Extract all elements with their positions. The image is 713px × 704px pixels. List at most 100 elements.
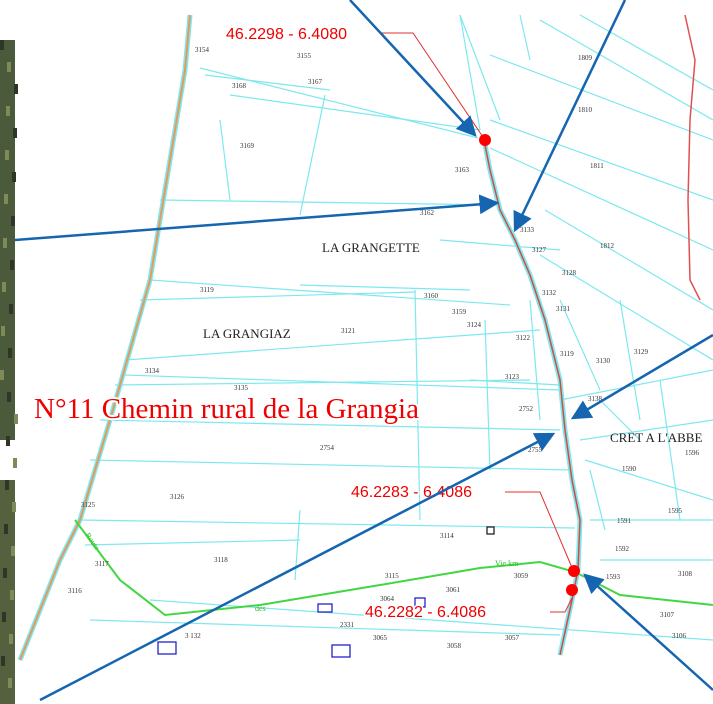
- parcel-number: 3 132: [185, 632, 201, 640]
- photo-texture: [4, 194, 8, 204]
- parcel-boundary: [300, 95, 325, 215]
- parcel-boundary: [460, 15, 480, 130]
- parcel-number: 3134: [145, 367, 160, 375]
- parcel-boundary: [540, 20, 713, 120]
- parcel-number: 3058: [447, 642, 462, 650]
- parcel-number: 3131: [556, 305, 571, 313]
- parcel-number: 1596: [685, 449, 700, 457]
- chemin-edge: [483, 135, 580, 655]
- photo-texture: [11, 546, 15, 556]
- parcel-boundary: [545, 210, 713, 310]
- parcel-boundary: [300, 285, 470, 290]
- road-green: [75, 520, 713, 615]
- parcel-boundary: [530, 300, 540, 420]
- road-label: des: [255, 604, 266, 613]
- parcel-number: 3122: [516, 334, 531, 342]
- parcel-number: 3126: [170, 493, 185, 501]
- arrow: [515, 0, 625, 230]
- photo-texture: [7, 392, 11, 402]
- parcel-number: 3155: [297, 52, 312, 60]
- parcel-number: 1812: [600, 242, 615, 250]
- photo-texture: [14, 84, 18, 94]
- parcel-number: 1591: [617, 517, 632, 525]
- parcel-number: 3167: [308, 78, 323, 86]
- parcel-number: 3127: [532, 246, 547, 254]
- photo-texture: [3, 238, 7, 248]
- photo-texture: [3, 568, 7, 578]
- marker-box: [487, 527, 494, 534]
- parcel-boundary: [115, 380, 530, 385]
- chemin: [483, 135, 580, 655]
- parcel-boundary: [660, 380, 680, 520]
- parcel-number: 3061: [446, 586, 461, 594]
- parcel-number: 2331: [340, 621, 355, 629]
- parcel-number: 2754: [320, 444, 335, 452]
- photo-texture: [7, 62, 11, 72]
- parcel-number: 3169: [240, 142, 255, 150]
- parcel-number: 3119: [200, 286, 214, 294]
- parcel-boundary: [80, 520, 575, 528]
- photo-texture: [10, 590, 14, 600]
- point: [566, 584, 578, 596]
- parcel-number: 3118: [214, 556, 228, 564]
- parcel-number: 3163: [455, 166, 470, 174]
- photo-texture: [4, 524, 8, 534]
- photo-texture: [12, 502, 16, 512]
- parcel-number: 3114: [440, 532, 454, 540]
- photo-texture: [5, 480, 9, 490]
- parcel-number: 3123: [505, 373, 520, 381]
- parcel-boundary: [200, 68, 478, 138]
- map: 3154315531683167180918103169316318113162…: [0, 0, 713, 704]
- photo-texture: [8, 348, 12, 358]
- map-title: N°11 Chemin rural de la Grangia: [34, 393, 419, 425]
- parcel-number: 3154: [195, 46, 210, 54]
- parcel-boundary: [490, 120, 713, 200]
- road-right: [685, 15, 700, 300]
- road-label: Vie km: [495, 559, 519, 568]
- parcel-boundary: [485, 320, 490, 470]
- parcel-number: 3130: [596, 357, 611, 365]
- parcel-boundary: [460, 15, 500, 120]
- photo-texture: [10, 260, 14, 270]
- parcel-number: 1592: [615, 545, 630, 553]
- photo-texture: [1, 656, 5, 666]
- photo-texture: [2, 612, 6, 622]
- photo-texture: [8, 678, 12, 688]
- parcel-boundary: [160, 200, 500, 205]
- parcel-number: 3159: [452, 308, 467, 316]
- parcel-number: 3059: [514, 572, 529, 580]
- parcel-boundary: [585, 460, 713, 500]
- road-label: Route: [83, 531, 102, 552]
- coordinate-label: 46.2282 - 6.4086: [365, 604, 486, 621]
- point: [568, 565, 580, 577]
- parcel-number: 3160: [424, 292, 439, 300]
- parcel-number: 2752: [519, 405, 534, 413]
- parcel-number: 3106: [672, 632, 687, 640]
- parcel-number: 3116: [68, 587, 82, 595]
- parcel-number: 3108: [678, 570, 693, 578]
- parcel-number: 3168: [232, 82, 247, 90]
- parcel-number: 3162: [420, 209, 435, 217]
- parcel-number: 3064: [380, 595, 395, 603]
- parcel-number: 3121: [341, 327, 356, 335]
- parcel-number: 3117: [95, 560, 109, 568]
- photo-texture: [12, 172, 16, 182]
- place-name: CRET A L'ABBE: [610, 430, 702, 445]
- parcel-boundary: [125, 330, 540, 360]
- photo-texture: [6, 106, 10, 116]
- parcel-boundary: [520, 15, 530, 60]
- parcel-boundary: [560, 300, 600, 390]
- parcel-boundary: [590, 470, 605, 530]
- photo-texture: [14, 414, 18, 424]
- parcel-boundary: [85, 540, 300, 545]
- parcel-number: 3135: [234, 384, 249, 392]
- building: [158, 642, 176, 654]
- parcel-number: 3128: [562, 269, 577, 277]
- parcel-number: 1595: [668, 507, 683, 515]
- parcel-number: 1811: [590, 162, 604, 170]
- parcel-boundary: [490, 55, 713, 140]
- parcel-number: 1809: [578, 54, 593, 62]
- parcel-boundary: [620, 300, 640, 420]
- photo-texture: [13, 128, 17, 138]
- parcel-number: 3132: [542, 289, 557, 297]
